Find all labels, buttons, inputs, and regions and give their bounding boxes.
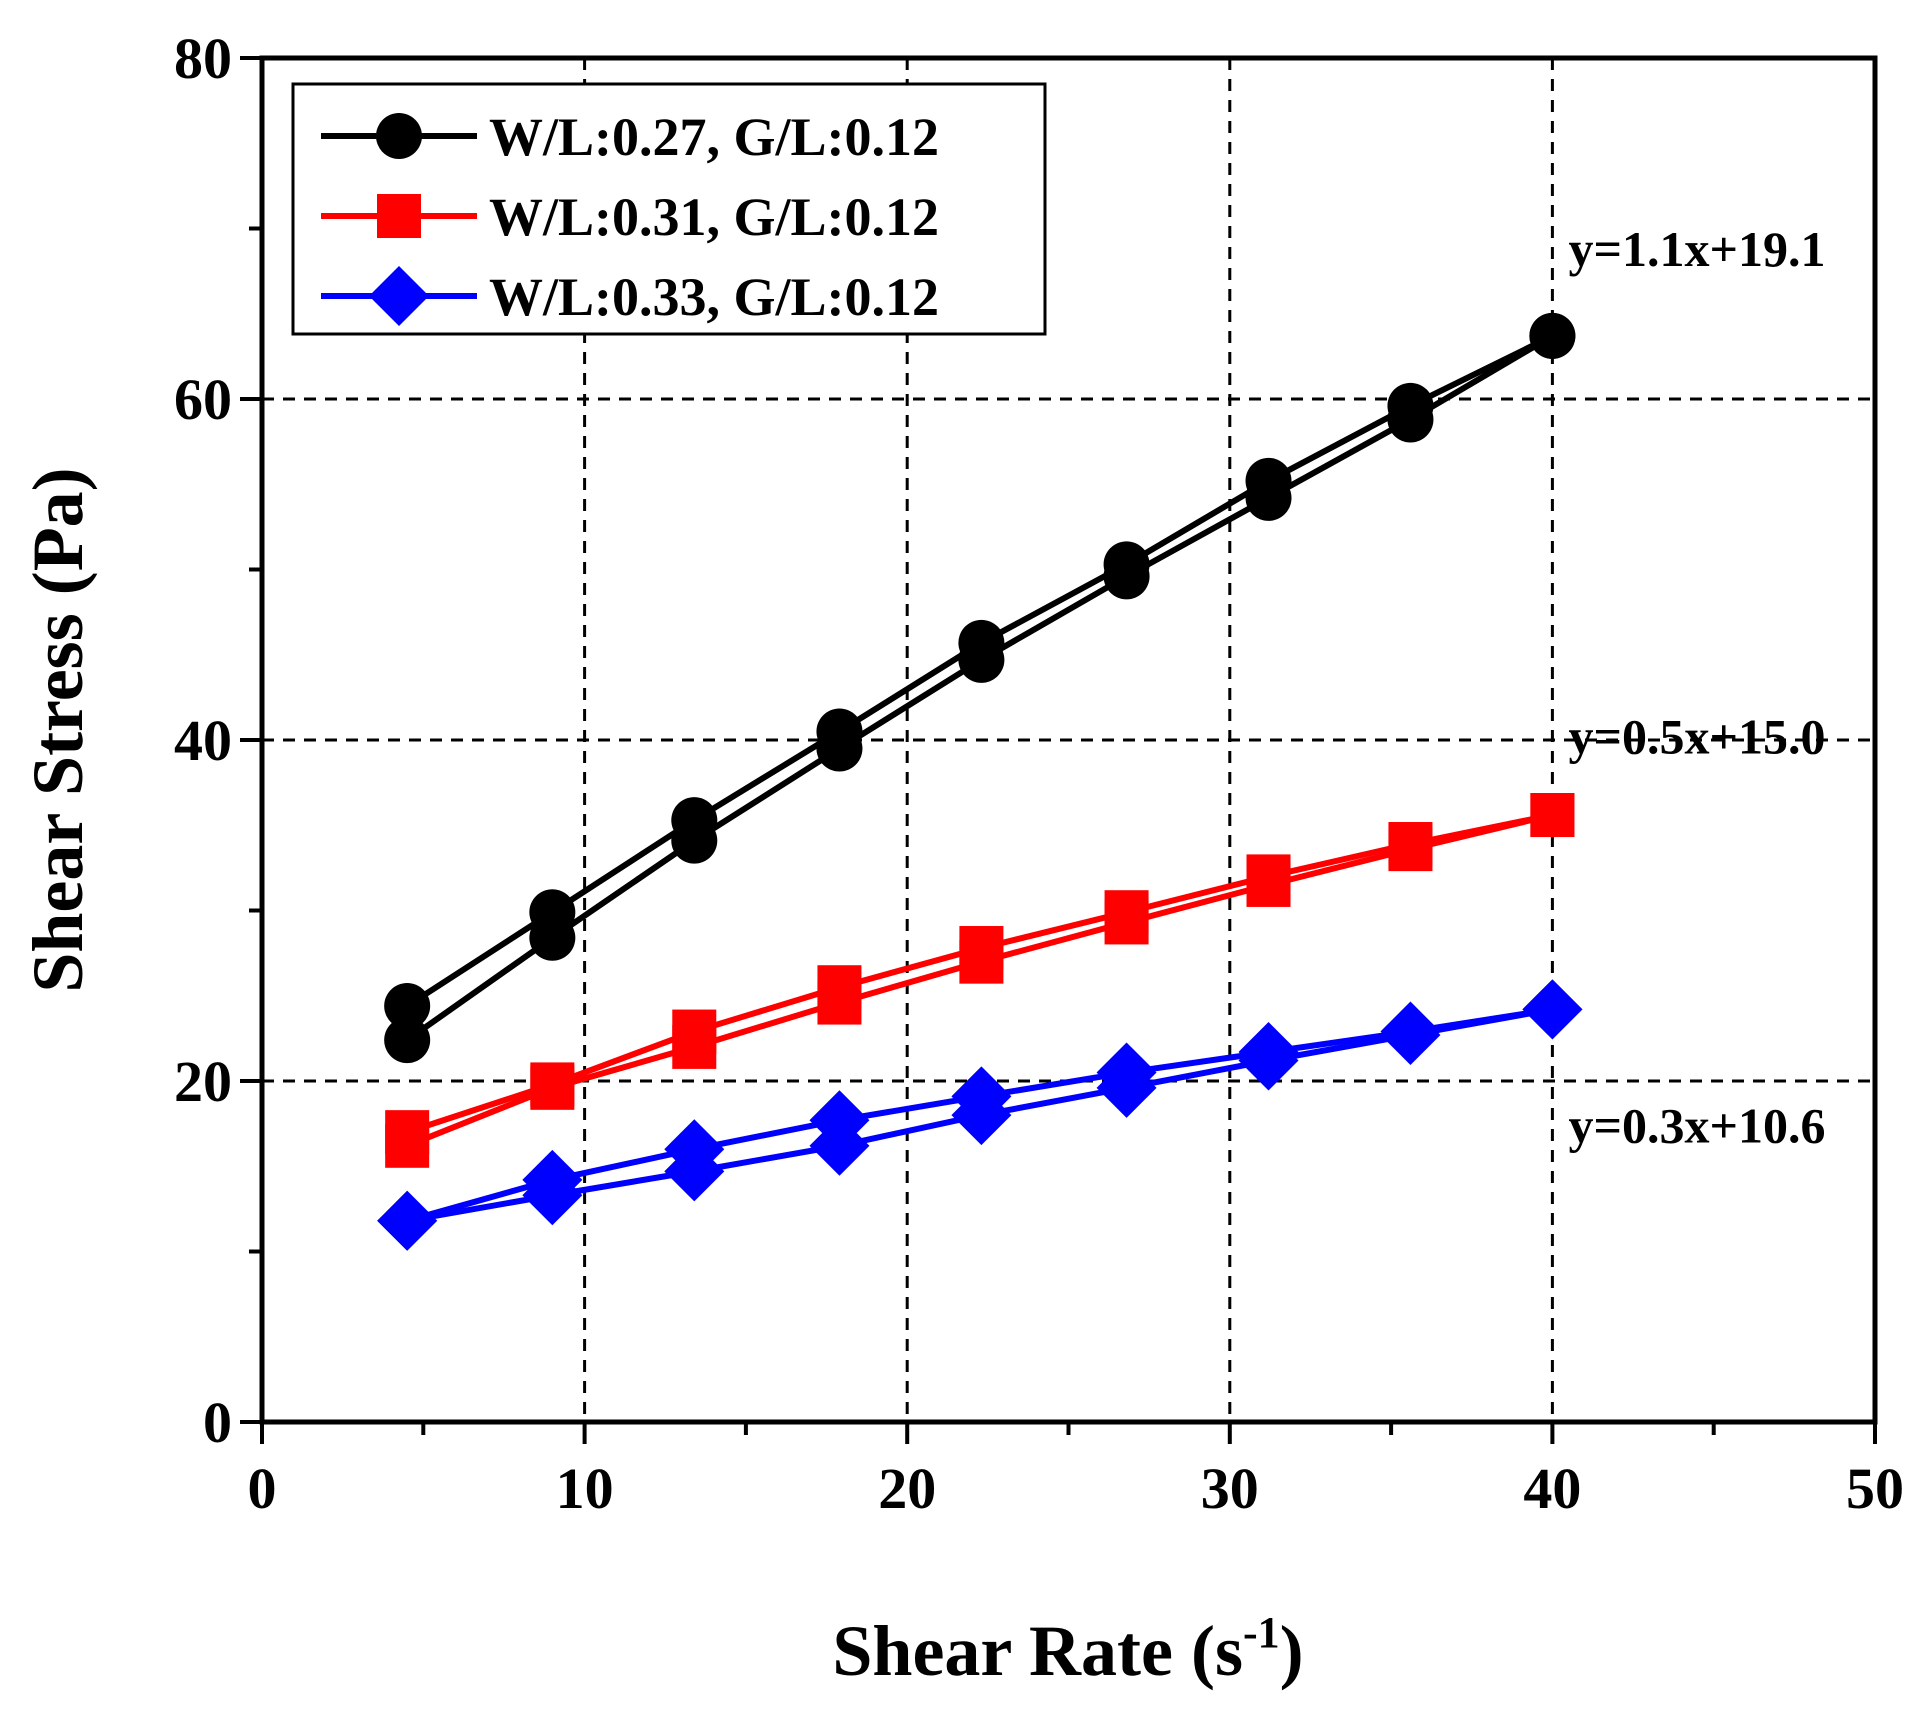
y-tick-label-0: 0 <box>203 1390 232 1455</box>
axes: 0 10 20 30 40 50 0 20 40 60 80 <box>174 26 1904 1521</box>
series-3-down-point-5 <box>951 1085 1012 1146</box>
series-1-down-point-7 <box>1245 474 1292 521</box>
fit-equation-3: y=0.3x+10.6 <box>1569 1097 1826 1153</box>
series-3 <box>377 979 1583 1251</box>
fit-equation-1: y=1.1x+19.1 <box>1569 221 1826 277</box>
series-2-down-point-9 <box>1530 793 1575 838</box>
axis-titles: Shear Stress (Pa) Shear Rate (s-1) <box>18 467 1304 1691</box>
series-1-down-point-8 <box>1387 396 1434 443</box>
series-2-down-point-3 <box>672 1024 717 1069</box>
series-3-down-point-6 <box>1096 1057 1157 1118</box>
series-2 <box>385 793 1575 1168</box>
x-tick-label-10: 10 <box>556 1456 614 1521</box>
fit-equations: y=1.1x+19.1 y=0.5x+15.0 y=0.3x+10.6 <box>1569 221 1826 1153</box>
series-1-up-point-1 <box>384 982 431 1029</box>
series-2-down-point-5 <box>959 939 1004 984</box>
series-3-down-point-9 <box>1522 979 1583 1040</box>
x-tick-label-0: 0 <box>248 1456 277 1521</box>
series-3-down-point-8 <box>1380 1004 1441 1065</box>
series-3-down-point-3 <box>664 1141 725 1202</box>
x-axis-title-main: Shear Rate (s <box>832 1611 1243 1691</box>
y-axis-title: Shear Stress (Pa) <box>18 467 98 992</box>
fit-equation-2: y=0.5x+15.0 <box>1569 709 1826 765</box>
series-1-down-point-5 <box>958 636 1005 683</box>
x-axis-title-superscript: -1 <box>1243 1608 1280 1657</box>
legend-marker-3 <box>369 266 429 326</box>
series-1-down-point-3 <box>671 817 718 864</box>
legend-marker-1 <box>376 113 422 159</box>
y-tick-label-80: 80 <box>174 26 232 91</box>
series-2-down-point-6 <box>1104 900 1149 945</box>
legend-label-2: W/L:0.31, G/L:0.12 <box>489 187 939 247</box>
series-3-down-point-7 <box>1238 1030 1299 1091</box>
series-2-down-point-8 <box>1388 827 1433 872</box>
series-1-down-point-2 <box>529 914 576 961</box>
legend-label-1: W/L:0.27, G/L:0.12 <box>489 107 939 167</box>
y-tick-label-60: 60 <box>174 367 232 432</box>
series-3-down-point-2 <box>522 1165 583 1226</box>
y-tick-label-20: 20 <box>174 1049 232 1114</box>
series-3-down-point-1 <box>377 1190 438 1251</box>
grid-lines <box>262 58 1875 1422</box>
x-tick-label-30: 30 <box>1201 1456 1259 1521</box>
data-series <box>377 312 1583 1251</box>
legend-marker-2 <box>377 194 421 238</box>
x-tick-label-40: 40 <box>1523 1456 1581 1521</box>
series-1-down-point-4 <box>816 725 863 772</box>
x-axis-title: Shear Rate (s-1) <box>832 1608 1303 1691</box>
series-3-down-point-4 <box>809 1115 870 1176</box>
x-axis-title-suffix: ) <box>1280 1611 1304 1691</box>
series-1-down-point-1 <box>384 1017 431 1064</box>
series-1-down-point-6 <box>1103 553 1150 600</box>
series-2-down-point-4 <box>817 980 862 1025</box>
legend: W/L:0.27, G/L:0.12 W/L:0.31, G/L:0.12 W/L:… <box>291 82 1047 336</box>
series-2-down-point-1 <box>385 1123 430 1168</box>
series-2-down-point-2 <box>530 1065 575 1110</box>
series-2-down-point-7 <box>1246 862 1291 907</box>
y-tick-label-40: 40 <box>174 708 232 773</box>
x-tick-label-20: 20 <box>878 1456 936 1521</box>
series-1 <box>384 312 1576 1064</box>
x-tick-label-50: 50 <box>1846 1456 1904 1521</box>
legend-label-3: W/L:0.33, G/L:0.12 <box>489 267 939 327</box>
series-1-down-point-9 <box>1529 312 1576 359</box>
